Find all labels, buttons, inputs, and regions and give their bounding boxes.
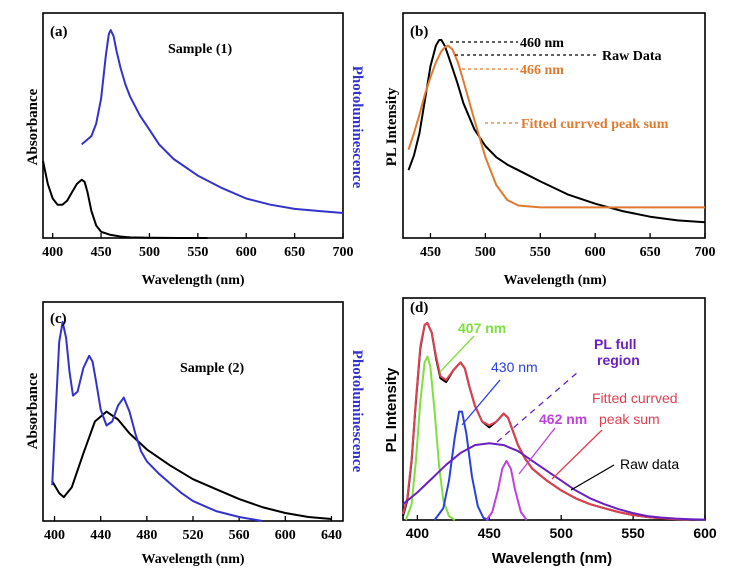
x-tick-label: 550 — [187, 245, 208, 260]
panel-d-leader-462 — [518, 427, 556, 475]
panel-a-ylabel-right: Photoluminescence — [349, 66, 365, 189]
x-tick-label: 600 — [693, 525, 717, 541]
panel-d-leader-407 — [439, 335, 475, 373]
panel-b-label: (b) — [410, 24, 428, 40]
panel-a-ylabel-left: Absorbance — [25, 88, 41, 165]
panel-c-x-ticks: 400 440 480 520 560 600 640 — [44, 516, 342, 543]
x-tick-label: 500 — [550, 525, 574, 541]
series-line-absorbance — [42, 160, 208, 239]
x-tick-label: 600 — [585, 245, 606, 260]
x-tick-label: 550 — [530, 245, 551, 260]
x-tick-label: 480 — [136, 528, 157, 543]
x-tick-label: 600 — [275, 528, 296, 543]
panel-b-frame — [402, 12, 706, 239]
series-line-462-nm — [485, 459, 528, 521]
panel-d-annotation-fit-1: Fitted currved — [592, 390, 678, 406]
panel-d: 400 450 500 550 600 (d) 407 nm PL full regio… — [383, 297, 717, 567]
x-tick-label: 600 — [236, 245, 257, 260]
x-tick-label: 400 — [44, 528, 65, 543]
panel-d-annotation-fit-2: peak sum — [599, 411, 660, 427]
panel-c-frame — [42, 301, 344, 522]
panel-c-ylabel-right: Photoluminescence — [349, 350, 365, 473]
panel-a-label: (a) — [50, 24, 68, 40]
panel-b-annotation-460: 460 nm — [520, 36, 564, 51]
panel-c-series — [51, 321, 332, 522]
x-tick-label: 440 — [90, 528, 111, 543]
x-tick-label: 650 — [284, 245, 305, 260]
panel-d-leader-raw — [570, 464, 615, 491]
x-tick-label: 500 — [475, 245, 496, 260]
panel-c-annotation: Sample (2) — [180, 361, 245, 376]
panel-b-x-ticks: 450 500 550 600 650 700 — [420, 233, 716, 260]
panel-c-ylabel-left: Absorbance — [25, 372, 41, 449]
panel-b-series — [407, 39, 706, 224]
x-tick-label: 640 — [321, 528, 342, 543]
x-tick-label: 650 — [640, 245, 661, 260]
x-tick-label: 450 — [478, 525, 502, 541]
panel-d-leader-430 — [461, 379, 501, 426]
panel-a-xlabel: Wavelength (nm) — [141, 273, 244, 288]
x-tick-label: 400 — [42, 245, 63, 260]
panel-b-annotation-raw: Raw Data — [602, 49, 662, 64]
panel-a-series — [42, 29, 344, 239]
panel-d-frame — [402, 297, 706, 521]
panel-b-xlabel: Wavelength (nm) — [503, 273, 606, 288]
panel-d-label: (d) — [410, 300, 428, 316]
panel-b-ylabel: PL Intensity — [384, 87, 400, 166]
x-tick-label: 560 — [229, 528, 250, 543]
series-line-fitted-currved-peak-sum — [407, 44, 705, 209]
panel-a: 400 450 500 550 600 650 700 (a) Sample (1) Wav… — [25, 12, 365, 288]
panel-d-ylabel: PL Intensity — [383, 367, 400, 452]
x-tick-label: 700 — [695, 245, 716, 260]
series-line-pl-full-region — [402, 442, 706, 521]
panel-d-annotation-full-1: PL full — [594, 336, 637, 352]
x-tick-label: 400 — [406, 525, 430, 541]
x-tick-label: 700 — [333, 245, 354, 260]
panel-d-annotation-430: 430 nm — [491, 359, 538, 375]
panel-d-annotation-full-2: region — [597, 352, 640, 368]
panel-b-annotation-466: 466 nm — [520, 63, 564, 78]
panel-c-xlabel: Wavelength (nm) — [141, 552, 244, 567]
panel-c-label: (c) — [50, 311, 67, 327]
panel-d-leader-fit — [551, 429, 603, 480]
panel-d-x-ticks: 400 450 500 550 600 — [406, 515, 717, 541]
series-line-raw-data — [407, 39, 706, 224]
panel-c: 400 440 480 520 560 600 640 (c) Sample (2) Wav… — [25, 301, 365, 567]
series-line-absorbance — [51, 410, 332, 520]
x-tick-label: 500 — [139, 245, 160, 260]
series-line-430-nm — [433, 410, 490, 521]
panel-d-annotation-407: 407 nm — [458, 320, 506, 336]
series-line-fitted-currved-peak-sum — [402, 322, 691, 521]
panel-d-xlabel: Wavelength (nm) — [492, 550, 612, 567]
x-tick-label: 450 — [91, 245, 112, 260]
series-line-photoluminescence — [51, 321, 263, 522]
panel-b-annotation-fit: Fitted currved peak sum — [521, 117, 669, 132]
panel-d-annotation-raw: Raw data — [620, 456, 679, 472]
panel-b: 450 500 550 600 650 700 (b) 460 nm Raw Data 4… — [384, 12, 716, 288]
panel-d-annotation-462: 462 nm — [539, 411, 587, 427]
panel-a-x-ticks: 400 450 500 550 600 650 700 — [42, 233, 354, 260]
panel-d-leader-full — [496, 371, 579, 443]
x-tick-label: 520 — [183, 528, 204, 543]
panel-d-series — [402, 322, 706, 521]
series-line-photoluminescence — [81, 29, 344, 214]
x-tick-label: 550 — [621, 525, 645, 541]
x-tick-label: 450 — [420, 245, 441, 260]
panel-a-annotation: Sample (1) — [168, 42, 233, 57]
